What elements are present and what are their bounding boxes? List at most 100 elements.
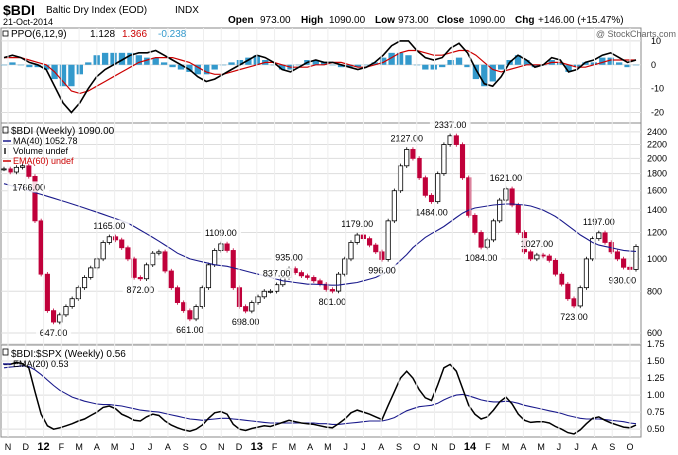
price-candle bbox=[75, 287, 81, 300]
price-candle bbox=[546, 255, 552, 261]
price-y-tick-label: 800 bbox=[647, 286, 662, 296]
price-candle bbox=[100, 242, 106, 260]
ppo-histogram-bar bbox=[59, 64, 67, 87]
price-candle bbox=[181, 302, 187, 312]
ppo-histogram-bar bbox=[127, 52, 134, 65]
x-tick-label: A bbox=[307, 442, 313, 452]
ppo-y-tick-label: -20 bbox=[651, 107, 664, 117]
price-annotation-box bbox=[89, 219, 130, 231]
price-annotation-box bbox=[8, 181, 49, 193]
ppo-histogram-bar bbox=[228, 62, 235, 65]
price-candle bbox=[515, 204, 521, 233]
x-tick-label: M bbox=[75, 442, 83, 452]
price-annotation-box bbox=[364, 264, 400, 276]
ppo-histogram-bar bbox=[295, 64, 303, 66]
ppo-histogram-bar bbox=[160, 62, 168, 65]
ratio-y-tick-label: 1.00 bbox=[647, 390, 665, 400]
ppo-histogram-bar bbox=[270, 64, 277, 66]
open-value: 973.00 bbox=[260, 15, 291, 26]
price-candle bbox=[534, 254, 540, 260]
ppo-line bbox=[3, 40, 637, 114]
ppo-histogram-bar bbox=[0, 64, 8, 66]
price-annotation: 1197.00 bbox=[583, 217, 615, 227]
ppo-histogram-bar bbox=[615, 62, 623, 65]
price-legend: $BDI (Weekly) 1090.00 MA(40) 1052.78 Vol… bbox=[2, 126, 115, 166]
price-candle bbox=[329, 289, 335, 292]
ppo-histogram-bar bbox=[110, 52, 117, 65]
ppo-histogram-bar bbox=[9, 62, 16, 65]
price-annotation-box bbox=[228, 316, 264, 328]
price-candle bbox=[366, 238, 373, 246]
ppo-histogram-bar bbox=[135, 55, 142, 65]
high-label: High bbox=[301, 15, 323, 26]
price-annotation: 2127.00 bbox=[390, 133, 423, 143]
price-candle bbox=[224, 243, 230, 251]
price-y-tick-label: 1600 bbox=[647, 186, 667, 196]
ppo-histogram-bar bbox=[590, 62, 598, 65]
x-tick-label: S bbox=[396, 442, 402, 452]
price-candle bbox=[143, 264, 150, 280]
ppo-histogram-bar bbox=[430, 64, 437, 70]
price-annotation-box bbox=[172, 323, 208, 335]
ma-line bbox=[3, 183, 637, 286]
x-tick-label: A bbox=[94, 442, 100, 452]
price-y-tick-label: 1800 bbox=[647, 169, 667, 179]
price-candle bbox=[354, 234, 360, 243]
x-tick-label: F bbox=[485, 442, 491, 452]
symbol-label: $BDI bbox=[3, 2, 35, 18]
price-annotation-box bbox=[516, 238, 558, 250]
close-label: Close bbox=[437, 15, 465, 26]
price-annotation: 1484.00 bbox=[415, 208, 448, 218]
ppo-histogram-bar bbox=[26, 64, 33, 68]
price-candle bbox=[577, 287, 583, 307]
ppo-histogram-bar bbox=[405, 55, 412, 65]
price-annotation-box bbox=[271, 251, 307, 263]
price-annotation-box bbox=[460, 252, 502, 264]
price-candle bbox=[404, 149, 410, 167]
price-candle bbox=[261, 290, 267, 298]
ppo-histogram-bar bbox=[371, 62, 378, 65]
ppo-histogram-bar bbox=[329, 64, 336, 66]
price-annotation: 935.00 bbox=[275, 253, 303, 263]
x-tick-label: S bbox=[183, 442, 189, 452]
ppo-histogram-bar bbox=[565, 64, 572, 72]
price-annotation: 930.00 bbox=[609, 275, 637, 285]
price-candle bbox=[342, 258, 348, 275]
ratio-line bbox=[4, 361, 637, 435]
ppo-histogram-bar bbox=[337, 64, 345, 68]
ppo-histogram-bar bbox=[118, 52, 126, 65]
x-tick-label: O bbox=[626, 442, 633, 452]
price-annotation: 1766.00 bbox=[13, 182, 46, 192]
ppo-histogram-bar bbox=[186, 64, 193, 72]
price-annotation: 801.00 bbox=[319, 297, 347, 307]
ratio-legend-label: $BDI:$SPX (Weekly) 0.56 bbox=[11, 349, 126, 360]
exchange-label: INDX bbox=[175, 5, 199, 16]
price-candle bbox=[490, 220, 497, 241]
price-annotation-box bbox=[578, 215, 620, 227]
price-candle bbox=[528, 251, 534, 260]
ppo-histogram-bar bbox=[531, 64, 539, 68]
price-annotation: 723.00 bbox=[560, 312, 588, 322]
ppo-histogram-bar bbox=[481, 64, 488, 87]
ppo-signal-value: 1.366 bbox=[122, 29, 147, 40]
price-candle bbox=[416, 157, 422, 179]
price-candle bbox=[379, 251, 385, 260]
ppo-histogram-bar bbox=[312, 60, 319, 65]
price-annotation: 1084.00 bbox=[465, 253, 498, 263]
ratio-y-tick-label: 1.75 bbox=[647, 339, 665, 349]
x-tick-label: J bbox=[361, 442, 366, 452]
ppo-histogram-bar bbox=[346, 64, 353, 68]
x-tick-label: J bbox=[148, 442, 153, 452]
ppo-histogram-bar bbox=[439, 64, 446, 68]
price-candle bbox=[298, 272, 304, 277]
price-candle bbox=[441, 144, 447, 175]
price-candle bbox=[447, 135, 453, 145]
price-candle bbox=[435, 173, 441, 203]
x-tick-label: M bbox=[111, 442, 119, 452]
price-candle bbox=[274, 284, 280, 292]
price-candle bbox=[156, 251, 162, 254]
price-candle bbox=[311, 277, 317, 282]
price-candle bbox=[472, 214, 478, 233]
ppo-legend-swatch bbox=[2, 30, 9, 37]
